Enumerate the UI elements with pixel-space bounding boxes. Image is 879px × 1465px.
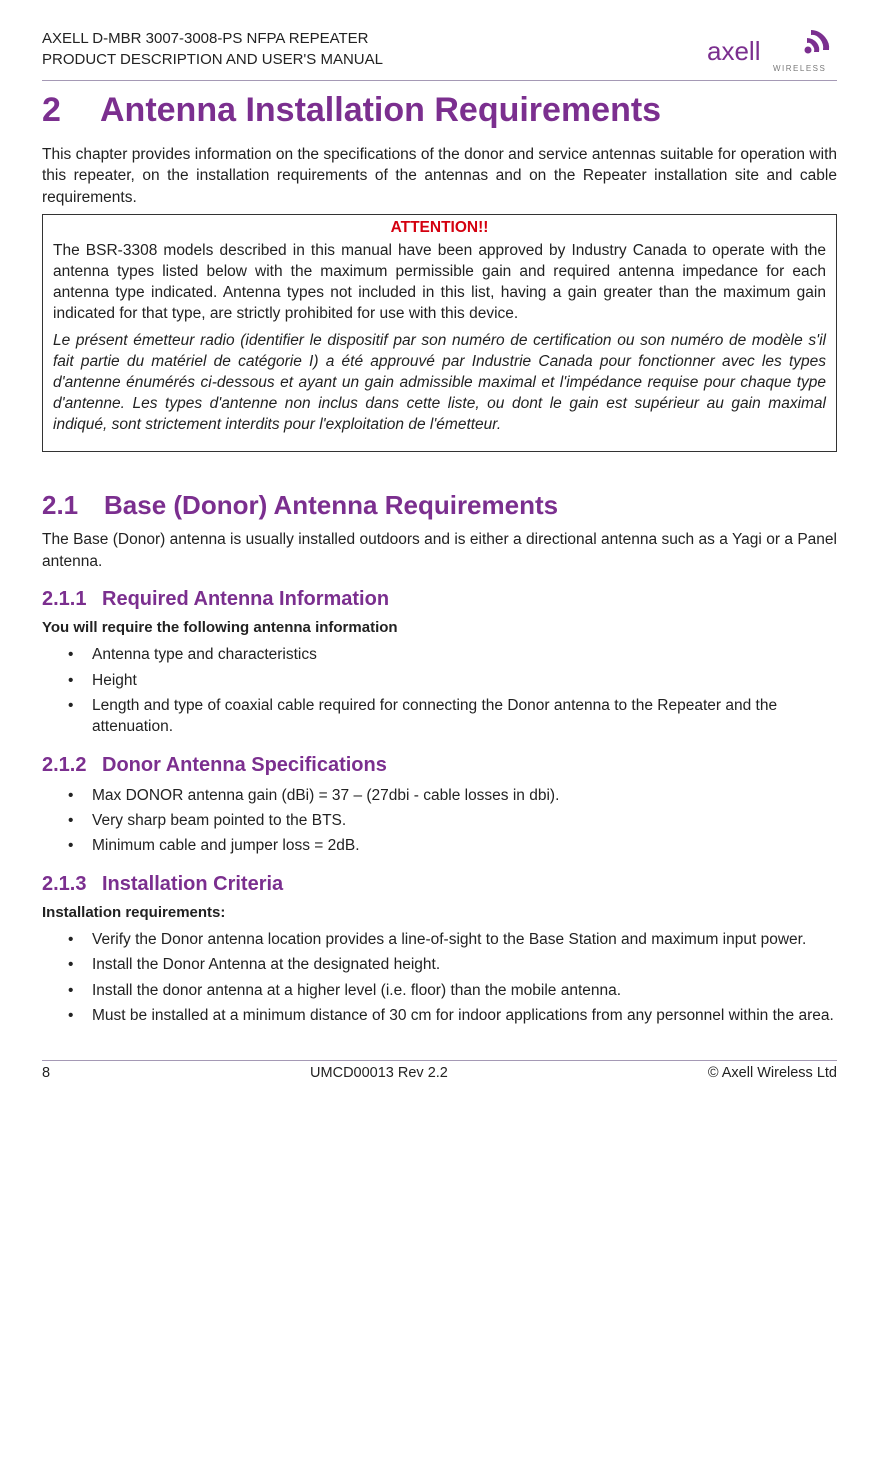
footer-doc-id: UMCD00013 Rev 2.2 <box>310 1065 448 1081</box>
subsection-title: Installation Criteria <box>102 873 283 895</box>
subsection-number: 2.1.3 <box>42 873 102 896</box>
list-213: Verify the Donor antenna location provid… <box>42 929 837 1027</box>
chapter-heading: 2Antenna Installation Requirements <box>42 91 837 130</box>
header-line-1: AXELL D-MBR 3007-3008-PS NFPA REPEATER <box>42 28 383 49</box>
footer-page-number: 8 <box>42 1065 50 1081</box>
subsection-heading-2-1-2: 2.1.2Donor Antenna Specifications <box>42 754 837 777</box>
header-rule <box>42 80 837 81</box>
header-text-block: AXELL D-MBR 3007-3008-PS NFPA REPEATER P… <box>42 28 383 70</box>
list-item: Antenna type and characteristics <box>68 644 837 665</box>
subsection-number: 2.1.1 <box>42 588 102 611</box>
subhead-213: Installation requirements: <box>42 904 837 921</box>
list-item: Height <box>68 670 837 691</box>
list-item: Verify the Donor antenna location provid… <box>68 929 837 950</box>
list-item: Length and type of coaxial cable require… <box>68 695 837 738</box>
list-212: Max DONOR antenna gain (dBi) = 37 – (27d… <box>42 785 837 857</box>
subsection-title: Donor Antenna Specifications <box>102 754 387 776</box>
chapter-number: 2 <box>42 91 100 130</box>
subsection-number: 2.1.2 <box>42 754 102 777</box>
footer-rule <box>42 1060 837 1061</box>
attention-box: ATTENTION!! The BSR-3308 models describe… <box>42 214 837 452</box>
subhead-211: You will require the following antenna i… <box>42 619 837 636</box>
logo-subtext: WIRELESS <box>773 64 826 73</box>
page-header: AXELL D-MBR 3007-3008-PS NFPA REPEATER P… <box>42 28 837 74</box>
section-number: 2.1 <box>42 490 104 521</box>
subsection-title: Required Antenna Information <box>102 588 389 610</box>
attention-title: ATTENTION!! <box>53 219 826 237</box>
list-item: Minimum cable and jumper loss = 2dB. <box>68 835 837 856</box>
subsection-heading-2-1-1: 2.1.1Required Antenna Information <box>42 588 837 611</box>
list-211: Antenna type and characteristics Height … <box>42 644 837 738</box>
section-title: Base (Donor) Antenna Requirements <box>104 490 558 520</box>
attention-paragraph-en: The BSR-3308 models described in this ma… <box>53 241 826 325</box>
list-item: Must be installed at a minimum distance … <box>68 1005 837 1026</box>
intro-paragraph: This chapter provides information on the… <box>42 144 837 208</box>
subsection-heading-2-1-3: 2.1.3Installation Criteria <box>42 873 837 896</box>
list-item: Max DONOR antenna gain (dBi) = 37 – (27d… <box>68 785 837 806</box>
page-footer: 8 UMCD00013 Rev 2.2 © Axell Wireless Ltd <box>42 1060 837 1081</box>
attention-paragraph-fr: Le présent émetteur radio (identifier le… <box>53 331 826 436</box>
chapter-title: Antenna Installation Requirements <box>100 91 661 129</box>
axell-logo: axell WIRELESS <box>707 28 837 74</box>
header-line-2: PRODUCT DESCRIPTION AND USER'S MANUAL <box>42 49 383 70</box>
logo-text: axell <box>707 36 760 66</box>
footer-copyright: © Axell Wireless Ltd <box>708 1065 837 1081</box>
list-item: Very sharp beam pointed to the BTS. <box>68 810 837 831</box>
section-2-1-paragraph: The Base (Donor) antenna is usually inst… <box>42 529 837 572</box>
section-heading-2-1: 2.1Base (Donor) Antenna Requirements <box>42 490 837 521</box>
list-item: Install the Donor Antenna at the designa… <box>68 954 837 975</box>
list-item: Install the donor antenna at a higher le… <box>68 980 837 1001</box>
